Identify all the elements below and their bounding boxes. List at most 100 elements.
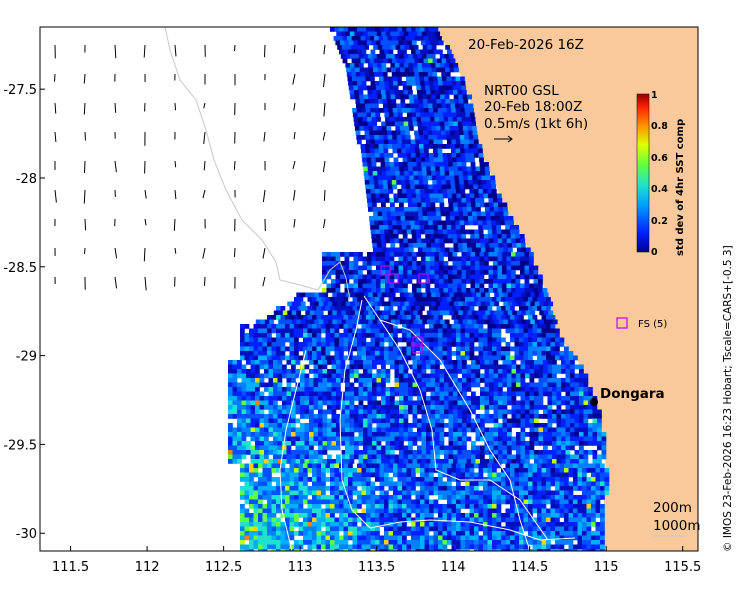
sst-cell bbox=[273, 423, 278, 428]
sst-cell bbox=[420, 297, 425, 302]
sst-cell bbox=[511, 445, 517, 451]
sst-cell bbox=[406, 495, 412, 500]
sst-cell bbox=[473, 184, 479, 190]
sst-cell bbox=[462, 310, 468, 316]
sst-cell bbox=[478, 495, 484, 500]
sst-cell bbox=[538, 364, 544, 370]
sst-cell bbox=[353, 261, 359, 266]
sst-cell bbox=[475, 396, 481, 401]
sst-cell bbox=[478, 229, 484, 235]
sst-cell bbox=[488, 279, 494, 284]
sst-cell bbox=[237, 441, 242, 446]
sst-cell bbox=[376, 63, 382, 68]
sst-cell bbox=[420, 193, 426, 199]
sst-cell bbox=[309, 396, 314, 401]
sst-cell bbox=[433, 148, 438, 154]
sst-cell bbox=[418, 216, 424, 221]
sst-cell bbox=[268, 396, 274, 401]
sst-cell bbox=[541, 495, 547, 500]
sst-cell bbox=[430, 409, 436, 415]
sst-cell bbox=[325, 346, 331, 352]
sst-cell bbox=[370, 153, 376, 158]
sst-cell bbox=[316, 463, 322, 469]
sst-cell bbox=[370, 229, 376, 235]
sst-cell bbox=[417, 427, 422, 433]
sst-cell bbox=[435, 400, 440, 406]
sst-cell bbox=[546, 324, 551, 329]
sst-cell bbox=[316, 342, 322, 347]
sst-cell bbox=[348, 490, 353, 496]
sst-cell bbox=[556, 423, 562, 428]
sst-cell bbox=[601, 450, 607, 455]
sst-cell bbox=[402, 85, 408, 91]
sst-cell bbox=[309, 369, 314, 374]
sst-cell bbox=[556, 427, 562, 433]
sst-cell bbox=[250, 369, 256, 374]
sst-cell bbox=[289, 481, 295, 487]
sst-cell bbox=[579, 387, 584, 392]
sst-cell bbox=[276, 306, 281, 311]
sst-cell bbox=[380, 261, 386, 266]
sst-cell bbox=[303, 306, 308, 311]
sst-cell bbox=[505, 297, 511, 302]
sst-cell bbox=[503, 247, 509, 253]
sst-cell bbox=[240, 472, 245, 478]
sst-cell bbox=[406, 333, 412, 338]
sst-cell bbox=[503, 301, 509, 307]
sst-cell bbox=[362, 279, 368, 284]
sst-cell bbox=[462, 378, 467, 383]
sst-cell bbox=[456, 328, 461, 334]
sst-cell bbox=[474, 463, 479, 469]
sst-cell bbox=[271, 495, 277, 500]
sst-cell bbox=[488, 283, 494, 289]
sst-cell bbox=[393, 333, 398, 338]
sst-cell bbox=[361, 468, 367, 473]
sst-cell bbox=[403, 418, 409, 424]
sst-cell bbox=[534, 432, 539, 437]
sst-cell bbox=[303, 342, 308, 347]
sst-cell bbox=[300, 450, 305, 455]
sst-cell bbox=[532, 346, 538, 352]
sst-cell bbox=[376, 198, 381, 203]
sst-cell bbox=[379, 297, 385, 302]
sst-cell bbox=[294, 490, 299, 496]
sst-cell bbox=[367, 90, 373, 95]
sst-cell bbox=[370, 49, 376, 55]
sst-cell bbox=[498, 409, 503, 415]
sst-cell bbox=[374, 58, 379, 64]
sst-cell bbox=[399, 418, 404, 424]
sst-cell bbox=[511, 409, 517, 415]
sst-cell bbox=[373, 211, 378, 217]
sst-cell bbox=[309, 445, 314, 451]
sst-cell bbox=[475, 445, 481, 451]
sst-cell bbox=[446, 144, 451, 149]
sst-cell bbox=[416, 157, 421, 163]
sst-cell bbox=[451, 139, 457, 145]
sst-cell bbox=[431, 292, 437, 298]
sst-cell bbox=[267, 490, 272, 496]
sst-cell bbox=[546, 472, 551, 478]
sst-cell bbox=[477, 216, 482, 221]
sst-cell bbox=[445, 211, 450, 217]
sst-cell bbox=[521, 292, 527, 298]
sst-cell bbox=[372, 373, 377, 379]
sst-cell bbox=[393, 346, 398, 352]
sst-cell bbox=[249, 490, 254, 496]
sst-cell bbox=[476, 171, 481, 176]
sst-cell bbox=[457, 382, 463, 388]
sst-cell bbox=[366, 157, 372, 163]
sst-cell bbox=[592, 423, 598, 428]
sst-cell bbox=[340, 279, 345, 284]
sst-cell bbox=[381, 126, 387, 131]
sst-cell bbox=[469, 463, 475, 469]
sst-cell bbox=[264, 427, 269, 433]
sst-cell bbox=[438, 346, 443, 352]
sst-cell bbox=[435, 121, 440, 127]
sst-cell bbox=[327, 373, 332, 379]
sst-cell bbox=[492, 328, 497, 334]
sst-cell bbox=[502, 274, 507, 280]
sst-cell bbox=[573, 481, 578, 487]
sst-cell bbox=[412, 31, 418, 37]
sst-cell bbox=[385, 121, 391, 127]
sst-cell bbox=[532, 333, 538, 338]
